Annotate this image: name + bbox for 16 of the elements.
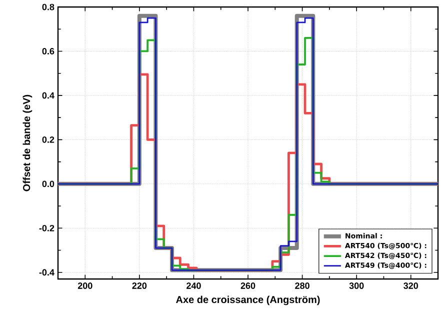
y-tick-label: 0.0 <box>42 180 54 188</box>
y-tick-label: 0.2 <box>42 136 54 143</box>
x-tick-label: 220 <box>132 282 147 289</box>
y-tick-label: -0.4 <box>39 269 54 276</box>
y-tick-label: 0.4 <box>42 92 54 99</box>
x-tick-label: 260 <box>240 282 256 289</box>
y-tick-label: 0.6 <box>42 48 54 54</box>
y-tick-label: 0.8 <box>42 4 54 10</box>
x-tick-label: 200 <box>78 282 92 289</box>
y-tick-label: -0.2 <box>39 224 54 232</box>
x-tick-label: 240 <box>186 282 201 289</box>
x-tick-label: 320 <box>404 282 418 289</box>
y-axis-title: Offset de bande (eV) <box>22 94 32 192</box>
x-tick-label: 280 <box>295 282 310 289</box>
x-tick-label: 300 <box>349 282 364 289</box>
x-axis-title: Axe de croissance (Angström) <box>176 296 320 306</box>
